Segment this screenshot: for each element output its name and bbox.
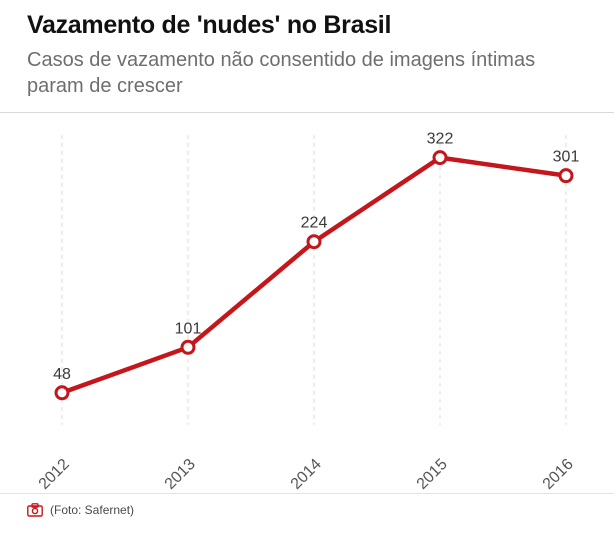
data-label: 101 — [175, 320, 202, 337]
page-title: Vazamento de 'nudes' no Brasil — [27, 11, 392, 39]
data-point — [306, 234, 322, 250]
x-axis-label: 2016 — [540, 456, 577, 493]
camera-icon — [27, 503, 43, 517]
data-label: 224 — [301, 215, 328, 232]
chart-header: Vazamento de 'nudes' no Brasil Casos de … — [0, 0, 614, 99]
credit-footer: (Foto: Safernet) — [0, 493, 614, 517]
x-axis-label: 2015 — [414, 456, 451, 493]
data-label: 322 — [427, 131, 454, 148]
data-point — [180, 339, 196, 355]
data-point — [558, 168, 574, 184]
header-divider — [0, 112, 614, 113]
line-chart: 48 101 224 322 301 2012 2013 2014 2015 2016 — [36, 131, 580, 493]
data-point — [54, 385, 70, 401]
chart-subtitle: Casos de vazamento não consentido de ima… — [27, 49, 536, 97]
data-label: 48 — [53, 366, 71, 383]
x-axis-label: 2014 — [288, 456, 325, 493]
chart-area: 48 101 224 322 301 2012 2013 2014 2015 2016 — [0, 113, 614, 493]
x-axis-label: 2013 — [162, 456, 199, 493]
data-point — [432, 150, 448, 166]
photo-credit: (Foto: Safernet) — [50, 503, 135, 517]
data-label: 301 — [553, 149, 580, 166]
x-axis-label: 2012 — [36, 456, 73, 493]
